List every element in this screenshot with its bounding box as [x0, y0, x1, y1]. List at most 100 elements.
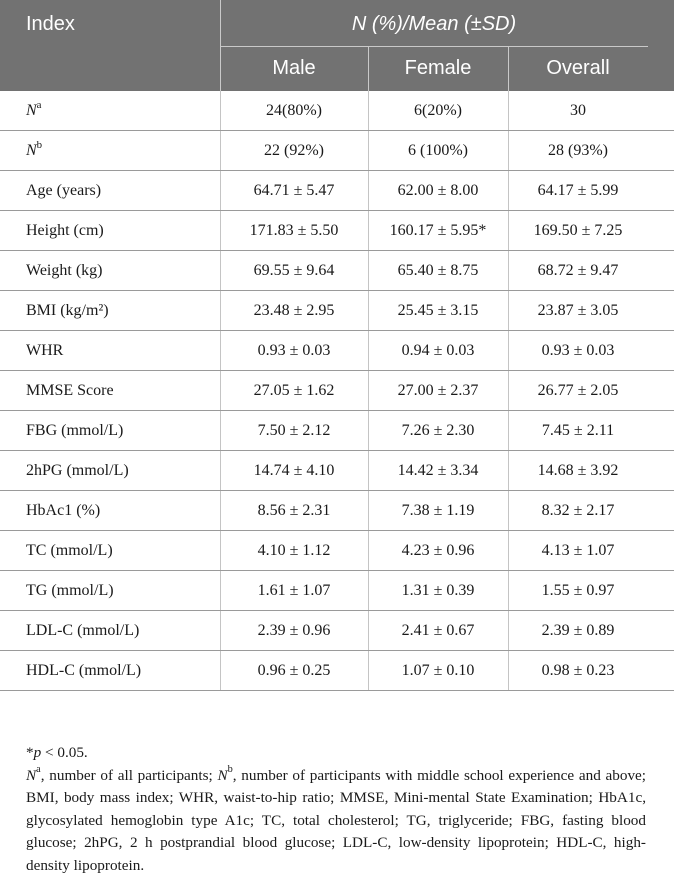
- female-value: 7.26 ± 2.30: [401, 422, 475, 439]
- column-separator: [508, 651, 509, 690]
- column-separator: [220, 611, 221, 650]
- header-group-label: N (%)/Mean (±SD): [351, 13, 517, 35]
- table-row: WHR 0.93 ± 0.03 0.94 ± 0.03 0.93 ± 0.03: [0, 331, 674, 371]
- female-value: 65.40 ± 8.75: [397, 262, 479, 279]
- overall-value: 26.77 ± 2.05: [537, 382, 619, 399]
- column-separator: [368, 371, 369, 410]
- male-value: 27.05 ± 1.62: [253, 382, 335, 399]
- column-separator: [368, 251, 369, 290]
- row-label: TC (mmol/L): [26, 542, 113, 559]
- overall-value: 2.39 ± 0.89: [541, 622, 615, 639]
- row-label: Na: [26, 98, 42, 119]
- row-label: Weight (kg): [26, 262, 103, 279]
- overall-value: 64.17 ± 5.99: [537, 182, 619, 199]
- male-value: 171.83 ± 5.50: [249, 222, 339, 239]
- column-separator: [220, 131, 221, 170]
- male-value: 8.56 ± 2.31: [257, 502, 331, 519]
- table-row: HDL-C (mmol/L) 0.96 ± 0.25 1.07 ± 0.10 0.98…: [0, 651, 674, 691]
- overall-value: 169.50 ± 7.25: [533, 222, 623, 239]
- overall-value: 23.87 ± 3.05: [537, 302, 619, 319]
- column-separator: [220, 91, 221, 130]
- female-value: 1.07 ± 0.10: [401, 662, 475, 679]
- female-value: 4.23 ± 0.96: [401, 542, 475, 559]
- column-separator: [220, 171, 221, 210]
- footnote-significance: *p < 0.05.: [26, 744, 88, 761]
- column-separator: [220, 491, 221, 530]
- overall-value: 14.68 ± 3.92: [537, 462, 619, 479]
- column-separator: [508, 331, 509, 370]
- female-value: 1.31 ± 0.39: [401, 582, 475, 599]
- overall-value: 28 (93%): [548, 142, 608, 159]
- table-row: TC (mmol/L) 4.10 ± 1.12 4.23 ± 0.96 4.13 ± …: [0, 531, 674, 571]
- column-separator: [368, 211, 369, 250]
- overall-value: 68.72 ± 9.47: [537, 262, 619, 279]
- male-value: 4.10 ± 1.12: [257, 542, 331, 559]
- footnote-abbreviations: Na, number of all participants; Nb, numb…: [26, 764, 646, 874]
- column-separator: [368, 651, 369, 690]
- overall-value: 0.98 ± 0.23: [541, 662, 615, 679]
- male-value: 1.61 ± 1.07: [257, 582, 331, 599]
- table-row: Weight (kg) 69.55 ± 9.64 65.40 ± 8.75 68.72…: [0, 251, 674, 291]
- male-value: 7.50 ± 2.12: [257, 422, 331, 439]
- table-row: BMI (kg/m²) 23.48 ± 2.95 25.45 ± 3.15 23.87…: [0, 291, 674, 331]
- row-label: WHR: [26, 342, 64, 359]
- header-separator: [508, 47, 509, 91]
- row-label: TG (mmol/L): [26, 582, 114, 599]
- column-separator: [220, 451, 221, 490]
- table-row: 2hPG (mmol/L) 14.74 ± 4.10 14.42 ± 3.34 14.…: [0, 451, 674, 491]
- table-row: LDL-C (mmol/L) 2.39 ± 0.96 2.41 ± 0.67 2.39…: [0, 611, 674, 651]
- header-male: Male: [272, 57, 316, 79]
- column-separator: [368, 331, 369, 370]
- header-overall: Overall: [546, 57, 610, 79]
- column-separator: [368, 451, 369, 490]
- header-separator: [220, 0, 221, 91]
- header-divider: [220, 46, 648, 47]
- column-separator: [368, 531, 369, 570]
- overall-value: 1.55 ± 0.97: [541, 582, 615, 599]
- row-label: FBG (mmol/L): [26, 422, 124, 439]
- row-label: BMI (kg/m²): [26, 302, 109, 319]
- overall-value: 30: [570, 102, 586, 119]
- column-separator: [508, 491, 509, 530]
- column-separator: [368, 491, 369, 530]
- female-value: 2.41 ± 0.67: [401, 622, 475, 639]
- table-row: FBG (mmol/L) 7.50 ± 2.12 7.26 ± 2.30 7.45 ±…: [0, 411, 674, 451]
- male-value: 22 (92%): [264, 142, 324, 159]
- male-value: 0.93 ± 0.03: [257, 342, 331, 359]
- female-value: 62.00 ± 8.00: [397, 182, 479, 199]
- overall-value: 4.13 ± 1.07: [541, 542, 615, 559]
- column-separator: [508, 371, 509, 410]
- overall-value: 0.93 ± 0.03: [541, 342, 615, 359]
- male-value: 23.48 ± 2.95: [253, 302, 335, 319]
- column-separator: [508, 171, 509, 210]
- table-row: Nb 22 (92%) 6 (100%) 28 (93%): [0, 131, 674, 171]
- header-female: Female: [404, 57, 472, 79]
- column-separator: [508, 571, 509, 610]
- column-separator: [220, 651, 221, 690]
- table-row: Age (years) 64.71 ± 5.47 62.00 ± 8.00 64.17…: [0, 171, 674, 211]
- column-separator: [368, 571, 369, 610]
- row-label: 2hPG (mmol/L): [26, 462, 129, 479]
- column-separator: [508, 131, 509, 170]
- row-label: MMSE Score: [26, 382, 114, 399]
- female-value: 6(20%): [414, 102, 462, 119]
- table-row: Height (cm) 171.83 ± 5.50 160.17 ± 5.95* 16…: [0, 211, 674, 251]
- column-separator: [220, 531, 221, 570]
- row-label: Nb: [26, 138, 43, 159]
- table-header: Index N (%)/Mean (±SD) Male Female Overa…: [0, 0, 674, 91]
- female-value: 0.94 ± 0.03: [401, 342, 475, 359]
- column-separator: [508, 411, 509, 450]
- column-separator: [508, 611, 509, 650]
- column-separator: [508, 531, 509, 570]
- column-separator: [220, 211, 221, 250]
- column-separator: [220, 411, 221, 450]
- female-value: 160.17 ± 5.95*: [389, 222, 487, 239]
- female-value: 27.00 ± 2.37: [397, 382, 479, 399]
- column-separator: [508, 211, 509, 250]
- column-separator: [368, 91, 369, 130]
- column-separator: [220, 331, 221, 370]
- male-value: 14.74 ± 4.10: [253, 462, 335, 479]
- table-footnotes: *p < 0.05. Na, number of all participant…: [26, 742, 646, 877]
- column-separator: [508, 451, 509, 490]
- table-row: Na 24(80%) 6(20%) 30: [0, 91, 674, 131]
